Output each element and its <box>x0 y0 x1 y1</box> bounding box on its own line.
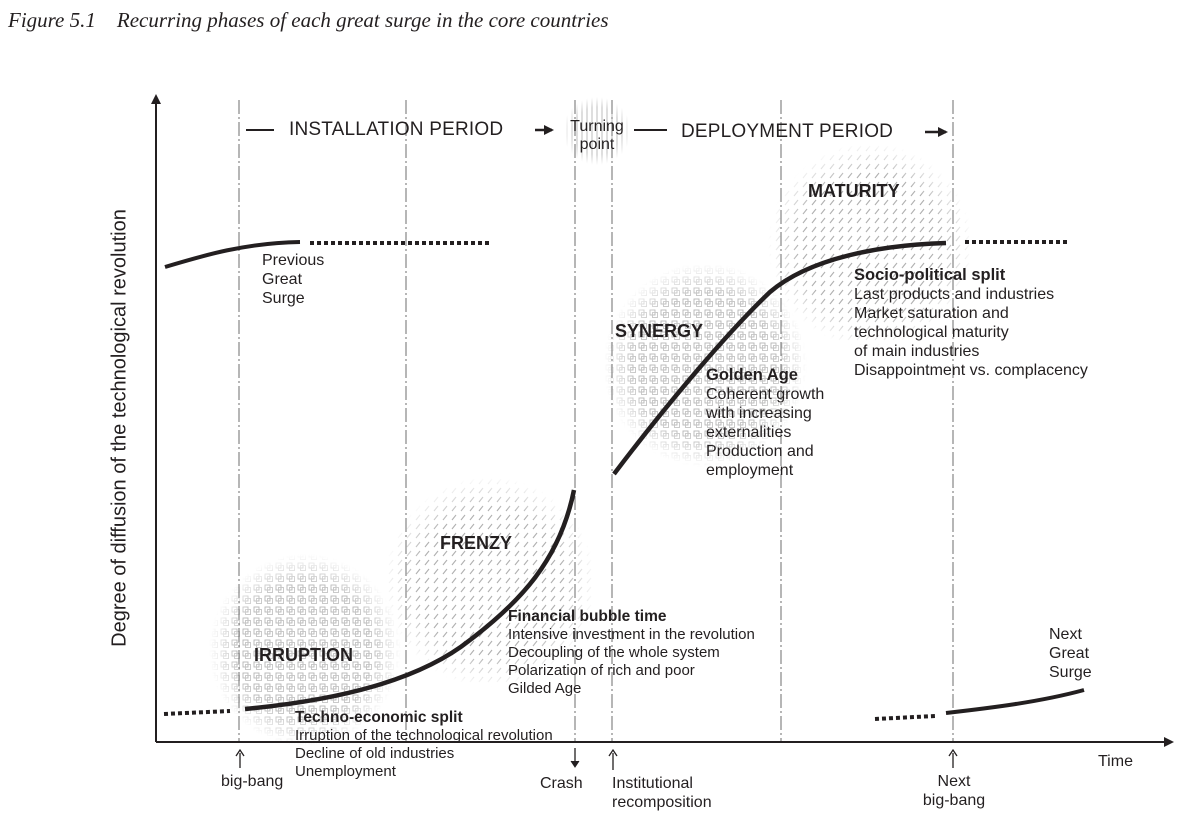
synergy-heading: Golden Age <box>706 366 798 384</box>
phase-frenzy: FRENZY <box>440 533 512 553</box>
y-axis-label: Degree of diffusion of the technological… <box>108 209 131 647</box>
irruption-description: Techno-economic split Irruption of the t… <box>295 709 553 780</box>
phase-maturity: MATURITY <box>808 181 900 201</box>
phase-irruption: IRRUPTION <box>254 645 353 665</box>
deployment-period-label: DEPLOYMENT PERIOD <box>681 121 894 142</box>
maturity-description: Socio-political split Last products and … <box>854 266 1088 379</box>
figure-number: Figure 5.1 <box>8 8 96 32</box>
installation-curve <box>244 489 577 712</box>
turning-point-pattern <box>563 97 631 165</box>
maturity-pattern <box>768 143 972 347</box>
irruption-heading: Techno-economic split <box>295 709 463 726</box>
synergy-pattern <box>603 263 807 467</box>
installation-period-label: INSTALLATION PERIOD <box>289 119 504 140</box>
institutional-recomposition-label: Institutional recomposition <box>612 775 712 811</box>
next-surge-dotted <box>874 714 936 721</box>
big-bang-label: big-bang <box>221 773 284 790</box>
next-big-bang-label: Next big-bang <box>922 773 986 809</box>
phase-synergy: SYNERGY <box>615 321 704 341</box>
irruption-pattern <box>209 554 401 746</box>
frenzy-description: Financial bubble time Intensive investme… <box>508 608 755 697</box>
figure-title: Recurring phases of each great surge in … <box>116 8 609 32</box>
synergy-description: Golden Age Coherent growth with increasi… <box>706 366 825 479</box>
x-axis-label: Time <box>1098 753 1133 770</box>
frenzy-heading: Financial bubble time <box>508 608 667 625</box>
phase-guide-lines <box>238 100 954 742</box>
figure-caption: Figure 5.1 Recurring phases of each grea… <box>8 8 609 33</box>
next-surge-label: Next Great Surge <box>1049 626 1092 681</box>
turning-point-label: Turning point <box>570 118 624 153</box>
previous-surge-curve <box>164 240 301 269</box>
crash-label: Crash <box>540 775 583 792</box>
maturity-heading: Socio-political split <box>854 266 1006 284</box>
installation-dotted-lead <box>163 709 231 716</box>
previous-surge-label: Previous Great Surge <box>262 252 325 307</box>
frenzy-pattern <box>385 477 595 687</box>
deployment-curve <box>612 240 947 476</box>
next-surge-curve <box>945 688 1085 715</box>
